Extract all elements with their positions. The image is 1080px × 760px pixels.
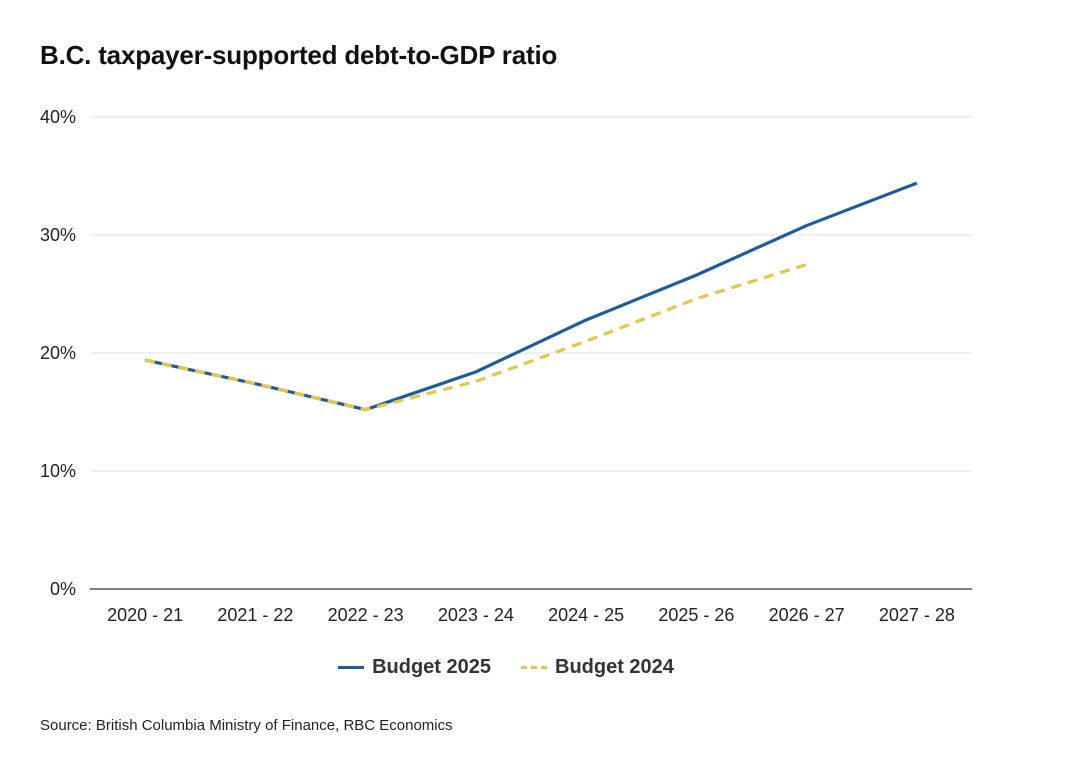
x-tick-label: 2027 - 28 xyxy=(879,605,955,625)
legend-label-budget-2025: Budget 2025 xyxy=(372,656,491,678)
x-tick-label: 2026 - 27 xyxy=(769,605,845,625)
x-tick-label: 2021 - 22 xyxy=(217,605,293,625)
line-chart: 0% 10% 20% 30% 40% 2020 - 21 2021 - 22 2022 - 2… xyxy=(40,107,972,625)
y-tick-label: 10% xyxy=(40,461,76,481)
series-line-budget-2025 xyxy=(144,181,918,412)
legend-item-budget-2025: Budget 2025 xyxy=(338,656,491,679)
y-tick-label: 30% xyxy=(40,225,76,245)
x-tick-label: 2023 - 24 xyxy=(438,605,514,625)
legend-swatch-budget-2025 xyxy=(338,666,365,669)
x-tick-label: 2025 - 26 xyxy=(658,605,734,625)
y-tick-label: 20% xyxy=(40,343,76,363)
legend-swatch-budget-2024 xyxy=(521,666,547,669)
chart-title: B.C. taxpayer-supported debt-to-GDP rati… xyxy=(40,40,558,70)
y-tick-label: 40% xyxy=(40,107,76,127)
x-tick-label: 2024 - 25 xyxy=(548,605,624,625)
x-tick-label: 2020 - 21 xyxy=(107,605,183,625)
legend-label-budget-2024: Budget 2024 xyxy=(555,656,674,678)
y-tick-label: 0% xyxy=(50,579,76,599)
legend-item-budget-2024: Budget 2024 xyxy=(521,656,674,679)
chart-legend: Budget 2025 Budget 2024 xyxy=(0,656,1012,679)
chart-source: Source: British Columbia Ministry of Fin… xyxy=(40,717,453,734)
series-line-budget-2024 xyxy=(144,262,808,412)
x-tick-label: 2022 - 23 xyxy=(328,605,404,625)
